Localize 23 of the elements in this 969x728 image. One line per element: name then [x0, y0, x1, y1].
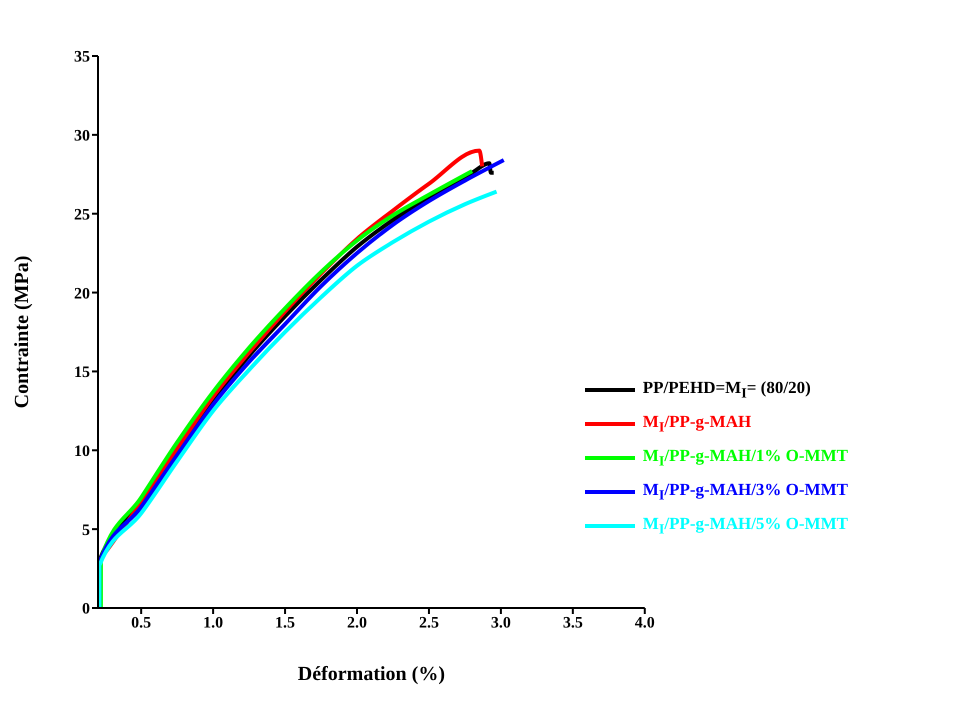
y-tick-label: 20: [74, 285, 90, 302]
x-tick-label: 1.5: [275, 614, 296, 632]
y-tick-label: 10: [74, 442, 90, 460]
legend-label: M$_{I}$/PP-g-MAH/5% O-MMT: [642, 514, 848, 538]
legend-label: M$_{I}$/PP-g-MAH: [642, 412, 752, 436]
x-tick-label: 3.5: [562, 614, 583, 632]
x-tick-label: 1.0: [203, 614, 224, 632]
y-tick-label: 30: [74, 128, 90, 145]
legend-label: M$_{I}$/PP-g-MAH/1% O-MMT: [642, 446, 848, 470]
x-tick-label: 0.5: [131, 614, 152, 632]
legend-label: M$_{I}$/PP-g-MAH/3% O-MMT: [642, 480, 848, 504]
x-axis-title: Déformation (%): [298, 663, 445, 685]
legend-label: PP/PEHD=M$_{I}$= (80/20): [642, 378, 811, 402]
x-tick-label: 3.0: [490, 614, 511, 632]
y-tick-label: 35: [74, 48, 90, 66]
x-tick-label: 2.0: [347, 614, 367, 632]
y-tick-label: 0: [82, 600, 90, 618]
x-tick-label: 2.5: [418, 614, 439, 632]
x-tick-label: 4.0: [634, 614, 655, 632]
y-tick-label: 5: [82, 522, 90, 539]
y-axis-title: Contrainte (MPa): [11, 256, 33, 408]
y-tick-label: 15: [74, 364, 90, 382]
y-tick-label: 25: [74, 206, 90, 224]
